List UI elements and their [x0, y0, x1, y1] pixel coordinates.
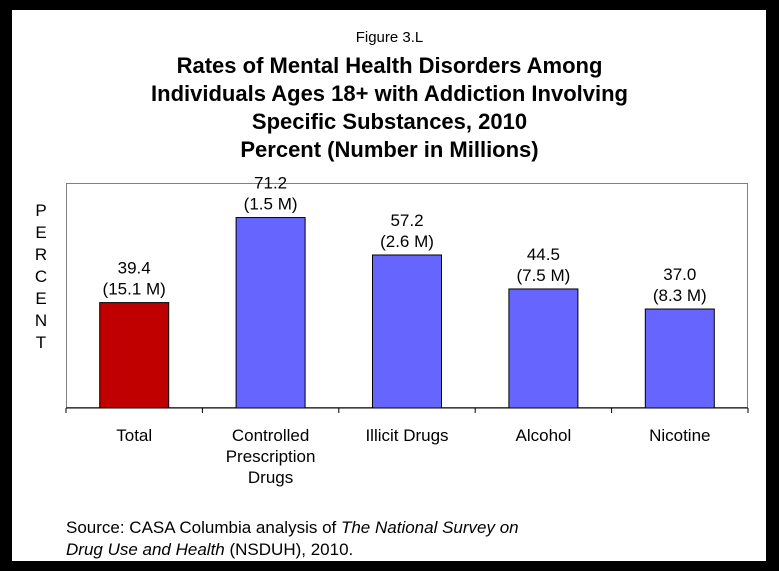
title-line-1: Rates of Mental Health Disorders Among — [176, 53, 603, 78]
y-axis-letter: C — [34, 267, 48, 286]
source-line-1: Source: CASA Columbia analysis of The Na… — [66, 517, 519, 539]
title-line-2: Individuals Ages 18+ with Addiction Invo… — [151, 81, 628, 106]
y-axis-letter: R — [34, 245, 48, 264]
data-label-value: 37.0 — [663, 265, 696, 284]
data-label-count: (7.5 M) — [516, 266, 570, 285]
title-line-4: Percent (Number in Millions) — [240, 137, 539, 162]
data-label-count: (2.6 M) — [380, 232, 434, 251]
bar — [644, 308, 715, 409]
source-suffix: (NSDUH), 2010. — [224, 540, 354, 559]
x-tick-label: Drugs — [248, 468, 293, 487]
source-prefix: Source: CASA Columbia analysis of — [66, 518, 341, 537]
y-axis-letter: E — [35, 289, 47, 308]
x-tick-label: Nicotine — [649, 426, 710, 445]
data-label-value: 57.2 — [390, 211, 423, 230]
y-axis-letter: P — [35, 201, 47, 220]
source-line-2: Drug Use and Health (NSDUH), 2010. — [66, 539, 519, 561]
source-title-part-2: Drug Use and Health — [66, 540, 225, 559]
title-line-3: Specific Substances, 2010 — [251, 109, 528, 134]
data-label-count: (15.1 M) — [103, 280, 166, 299]
bar — [99, 302, 170, 409]
data-label-count: (1.5 M) — [244, 195, 298, 214]
bar — [235, 217, 306, 409]
chart-title: Rates of Mental Health Disorders Among I… — [0, 52, 779, 164]
y-axis-label: P E R C E N T — [33, 200, 49, 354]
figure-label: Figure 3.L — [355, 29, 424, 46]
data-label-value: 71.2 — [254, 174, 287, 193]
data-label-count: (8.3 M) — [653, 286, 707, 305]
data-label-value: 44.5 — [527, 245, 560, 264]
x-tick-label: Prescription — [226, 447, 316, 466]
x-tick-label: Illicit Drugs — [365, 426, 448, 445]
bar — [372, 254, 442, 409]
source-title-part-1: The National Survey on — [340, 518, 519, 537]
source-note: Source: CASA Columbia analysis of The Na… — [66, 517, 519, 561]
y-axis-letter: T — [35, 333, 47, 352]
y-axis-letter: N — [34, 311, 48, 330]
x-tick-label: Alcohol — [516, 426, 572, 445]
y-axis-letter: E — [35, 223, 47, 242]
bar — [508, 288, 579, 409]
x-tick-label: Controlled — [232, 426, 310, 445]
data-label-value: 39.4 — [118, 259, 151, 278]
x-tick-label: Total — [116, 426, 152, 445]
